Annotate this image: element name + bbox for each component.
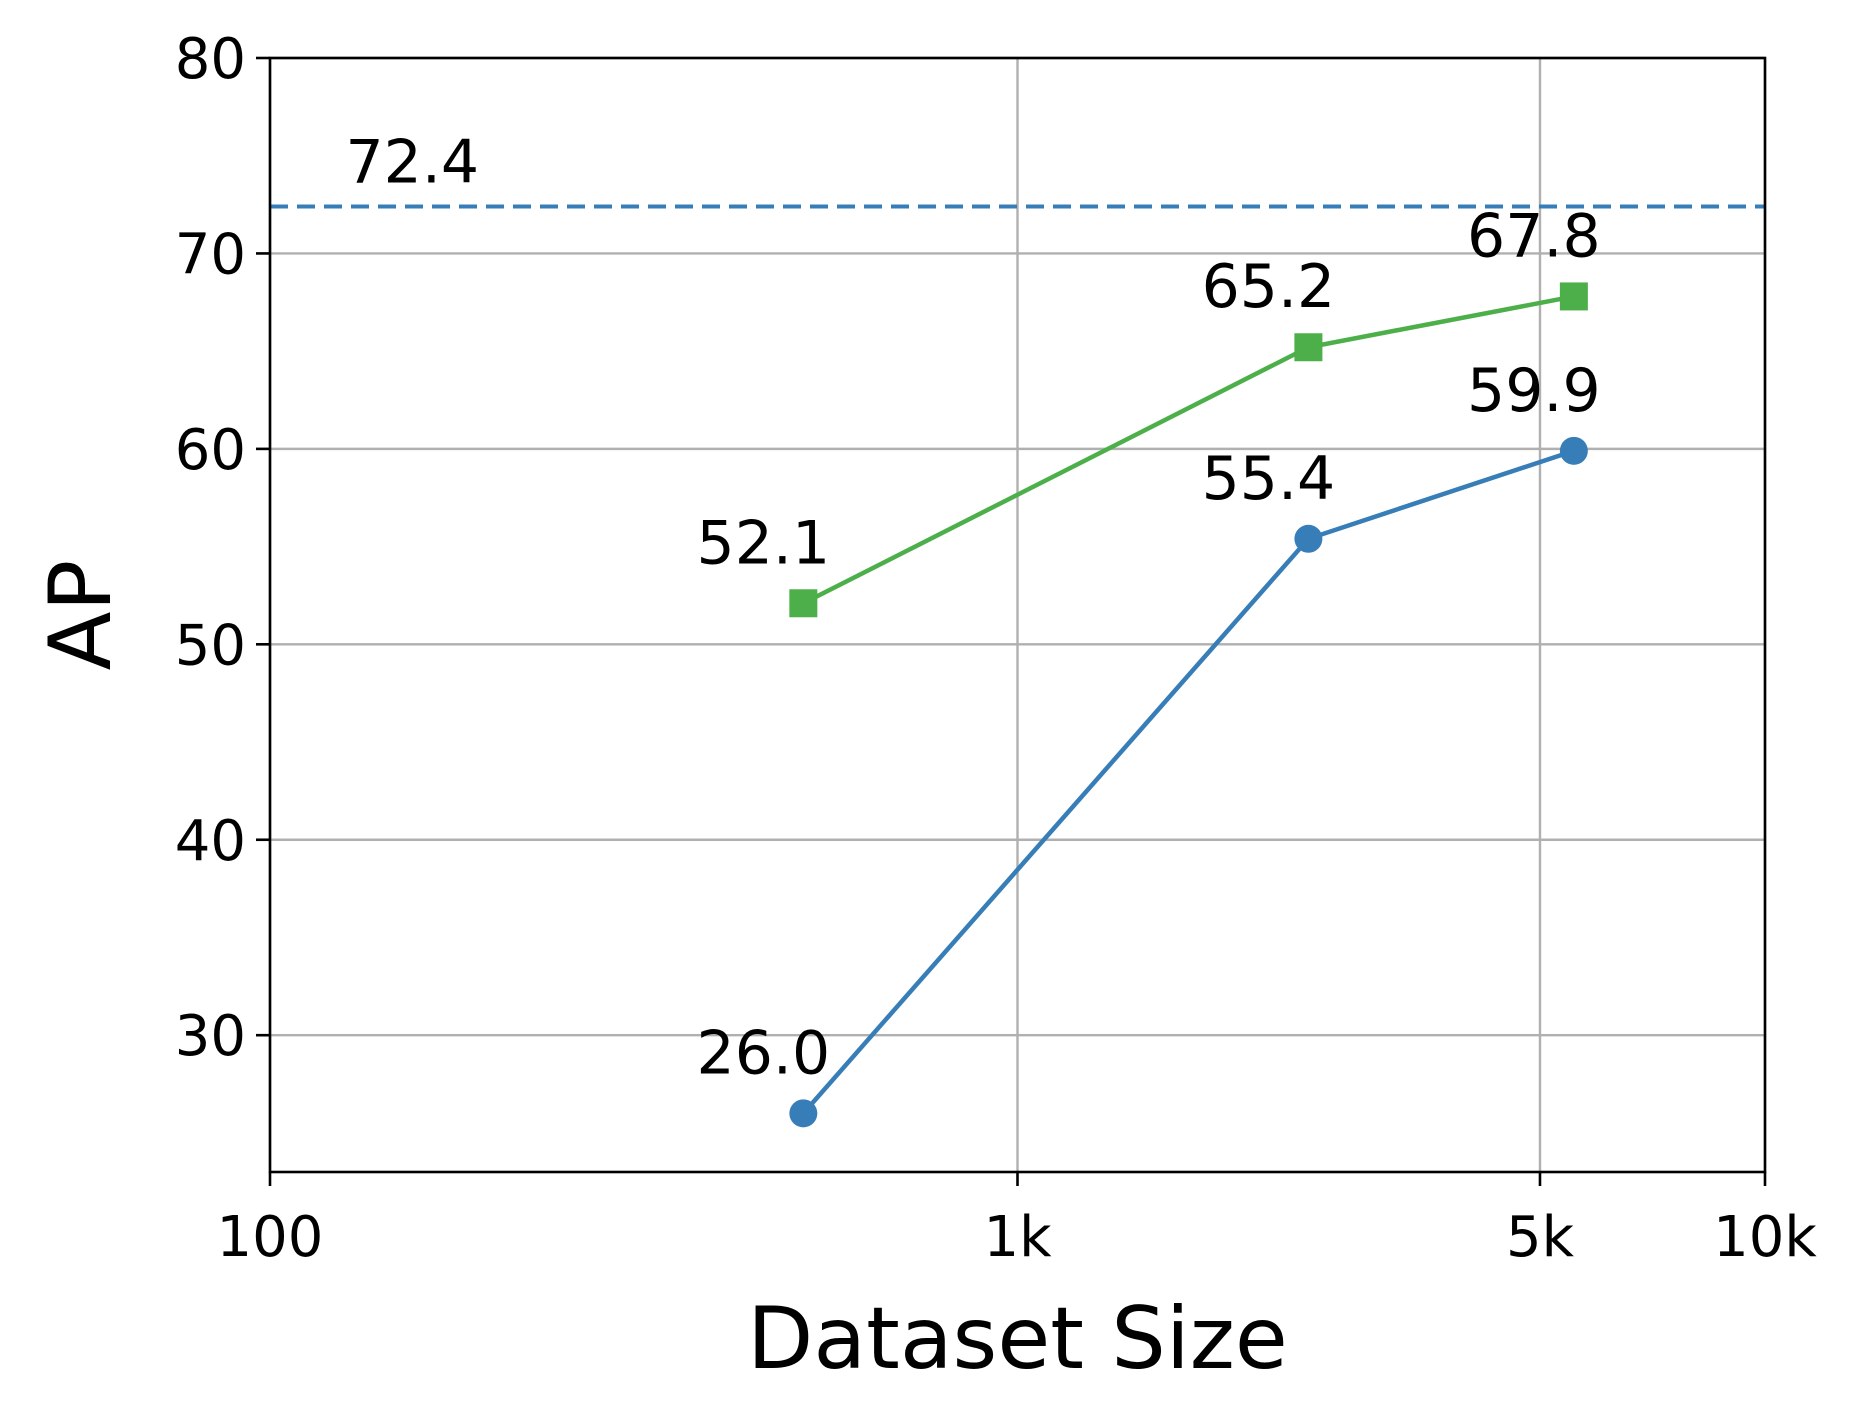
y-tick-label: 30 [175, 1004, 246, 1069]
x-axis-title: Dataset Size [747, 1289, 1288, 1389]
reference-line-label: 72.4 [345, 128, 479, 198]
data-point-square [1559, 282, 1588, 311]
data-label: 26.0 [697, 1018, 831, 1088]
data-label: 65.2 [1202, 252, 1336, 322]
data-label: 55.4 [1202, 444, 1336, 514]
y-axis-title: AP [31, 560, 131, 671]
y-tick-label: 60 [175, 418, 246, 483]
x-tick-label: 10k [1713, 1205, 1817, 1270]
series-2 [789, 436, 1588, 1128]
x-tick-label: 100 [217, 1205, 324, 1270]
data-label: 52.1 [697, 508, 831, 578]
axis-ticks: 30 40 50 60 70 80 100 1k 5k 10k [175, 27, 1818, 1270]
x-tick-label: 5k [1506, 1205, 1575, 1270]
data-point-circle [1559, 436, 1588, 465]
data-labels: 72.4 52.1 65.2 67.8 26.0 55.4 59.9 [345, 128, 1600, 1089]
series-1 [789, 282, 1588, 618]
data-point-square [789, 589, 818, 618]
data-label: 67.8 [1467, 201, 1601, 271]
data-point-square [1294, 333, 1323, 362]
y-tick-label: 40 [175, 809, 246, 874]
series-group [789, 282, 1588, 1128]
y-tick-label: 80 [175, 27, 246, 92]
x-tick-label: 1k [983, 1205, 1052, 1270]
data-point-circle [1294, 524, 1323, 553]
data-label: 59.9 [1467, 356, 1601, 426]
series-line [801, 448, 1575, 1115]
data-point-circle [789, 1099, 818, 1128]
y-tick-label: 70 [175, 222, 246, 287]
y-tick-label: 50 [175, 613, 246, 678]
